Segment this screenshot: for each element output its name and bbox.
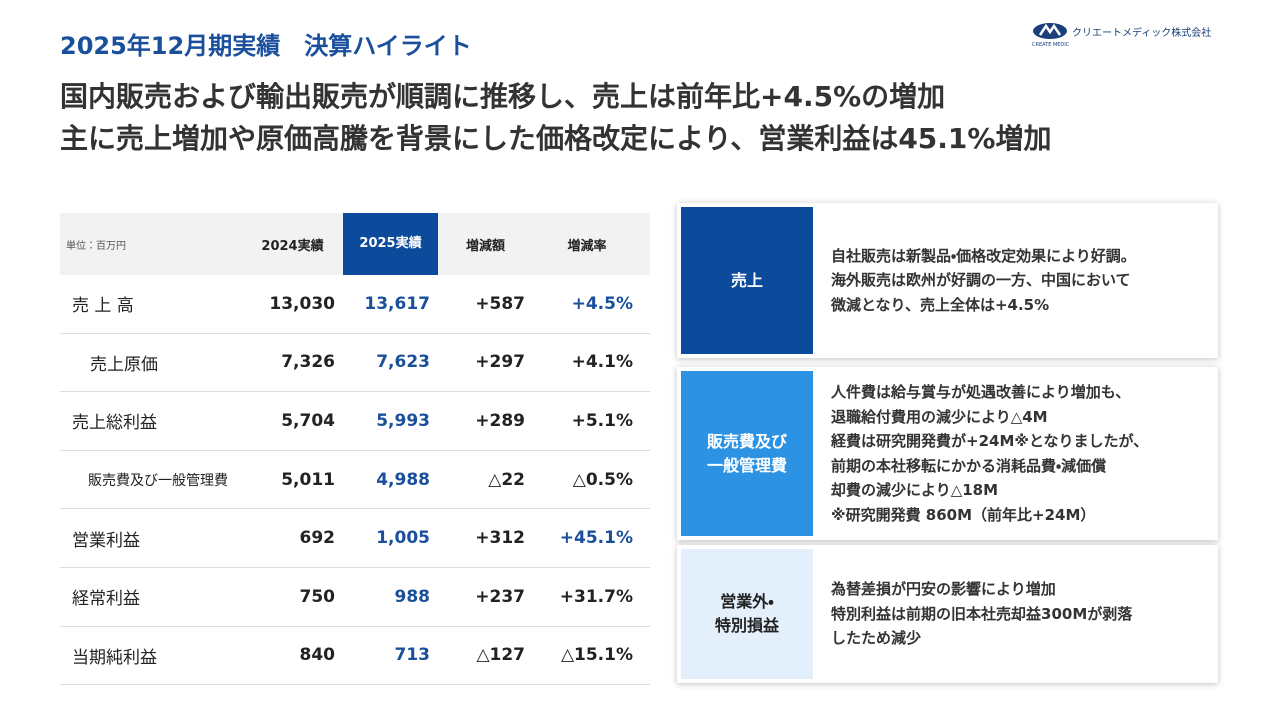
table-cell: +4.5% — [571, 293, 633, 314]
table-cell: 840 — [299, 645, 336, 666]
note-label: 売上 — [681, 207, 813, 354]
table-cell: +45.1% — [559, 528, 633, 549]
table-cell: 7,623 — [376, 352, 430, 373]
table-row: 販売費及び一般管理費 5,011 4,988 △22 △0.5% — [60, 451, 650, 510]
column-header: 2025実績 — [343, 213, 438, 275]
note-line: 退職給付費用の減少により△4M — [831, 407, 1048, 426]
table-cell: 13,030 — [269, 293, 335, 314]
table-cell: +587 — [475, 293, 525, 314]
table-cell: 営業利益 — [72, 530, 140, 551]
note-line: 為替差損が円安の影響により増加 — [831, 580, 1056, 599]
table-cell: +237 — [475, 586, 525, 607]
note-line: 人件費は給与賞与が処遇改善により増加も、 — [831, 383, 1131, 401]
table-cell: 692 — [299, 528, 336, 549]
table-cell: △127 — [476, 645, 525, 666]
table-cell: +289 — [475, 410, 525, 431]
note-text: 自社販売は新製品・価格改定効果により好調。 海外販売は欧州が好調の一方、中国におい… — [817, 244, 1136, 318]
table-row: 売上総利益 5,704 5,993 +289 +5.1% — [60, 392, 650, 451]
note-line: 特別利益は前期の旧本社売却益300Mが剥落 — [831, 604, 1133, 623]
note-label-line: 特別損益 — [714, 616, 779, 635]
table-cell: +5.1% — [571, 410, 633, 431]
note-text: 為替差損が円安の影響により増加特別利益は前期の旧本社売却益300Mが剥落 したため… — [817, 577, 1132, 651]
note-card: 売上 自社販売は新製品・価格改定効果により好調。 海外販売は欧州が好調の一方、中国に… — [677, 203, 1218, 358]
note-line: 微減となり、売上全体は+4.5% — [831, 295, 1050, 314]
table-cell: +297 — [475, 352, 525, 373]
logo-text: クリエートメディック株式会社 — [1072, 27, 1212, 39]
table-cell: 販売費及び一般管理費 — [88, 472, 228, 489]
table-cell: 当期純利益 — [72, 647, 157, 668]
table-cell: 売上原価 — [90, 354, 158, 375]
note-line: 海外販売は欧州が好調の一方、中国において — [831, 271, 1131, 290]
table-cell: 売上総利益 — [72, 413, 157, 434]
note-card: 営業外・ 特別損益 為替差損が円安の影響により増加 特別利益は前期の旧本社売却益300… — [677, 545, 1218, 683]
note-line: したため減少 — [831, 629, 922, 648]
table-cell: +4.1% — [571, 352, 633, 373]
note-card: 販売費及び 一般管理費 人件費は給与賞与が処遇改善により増加も、 退職給付費用の減少に… — [677, 367, 1218, 540]
table-cell: 売 上 高 — [72, 296, 134, 317]
note-label-line: 売上 — [730, 270, 763, 290]
note-label-line: 一般管理費 — [706, 455, 787, 475]
note-text: 人件費は給与賞与が処遇改善により増加も、 退職給付費用の減少により△4M 経費は研究… — [817, 380, 1148, 527]
table-cell: 7,326 — [281, 352, 335, 373]
table-row: 営業利益 692 1,005 +312 +45.1% — [60, 509, 650, 568]
note-label: 販売費及び一般管理費 — [681, 371, 813, 536]
table-row: 当期純利益 840 713 △127 △15.1% — [60, 627, 650, 686]
table-cell: 5,993 — [376, 410, 430, 431]
table-row: 経常利益 750 988 +237 +31.7% — [60, 568, 650, 627]
table-cell: 713 — [394, 645, 431, 666]
table-cell: 経常利益 — [72, 589, 140, 610]
table-cell: +31.7% — [559, 586, 633, 607]
column-header: 単位：百万円 — [66, 240, 126, 252]
table-header: 単位：百万円 2024実績 2025実績 増減額 増減率 — [60, 213, 650, 275]
table-cell: 13,617 — [364, 293, 430, 314]
logo-sub: CREATE MEDIC — [1032, 42, 1070, 48]
table-cell: 4,988 — [376, 469, 430, 490]
note-label: 営業外・ 特別損益 — [681, 549, 813, 679]
headline: 主に売上増加や原価高騰を背景にした価格改定により、営業利益は45.1%増加 — [60, 122, 1052, 155]
headline: 国内販売および輸出販売が順調に推移し、売上は前年比+4.5%の増加 — [60, 80, 946, 113]
note-line: 経費は研究開発費が+24M※となりましたが、 — [831, 432, 1149, 450]
logo-mark — [1033, 23, 1067, 39]
slide-title: 2025年12月期実績 決算ハイライト — [60, 32, 472, 60]
note-label-line: 販売費及び — [706, 431, 787, 451]
table-cell: 750 — [299, 586, 336, 607]
note-line: 却費の減少により△18M — [831, 481, 999, 499]
table-cell: △0.5% — [572, 469, 633, 490]
note-line: ※研究開発費 860M（前年比+24M） — [831, 505, 1096, 524]
table-cell: +312 — [475, 528, 525, 549]
note-line: 自社販売は新製品・価格改定効果により好調。 — [831, 246, 1136, 265]
results-table: 単位：百万円 2024実績 2025実績 増減額 増減率売 上 高 13,030 13,61… — [60, 213, 650, 686]
table-row: 売 上 高 13,030 13,617 +587 +4.5% — [60, 275, 650, 334]
table-cell: △22 — [488, 469, 525, 490]
table-cell: △15.1% — [560, 645, 633, 666]
table-cell: 988 — [394, 586, 431, 607]
table-cell: 5,011 — [281, 469, 335, 490]
column-header: 2024実績 — [261, 238, 324, 254]
column-header: 増減率 — [567, 238, 607, 254]
table-cell: 1,005 — [376, 528, 430, 549]
table-cell: 5,704 — [281, 410, 335, 431]
logo: クリエートメディック株式会社 CREATE MEDIC — [1032, 22, 1212, 48]
column-header: 増減額 — [465, 238, 505, 254]
note-line: 前期の本社移転にかかる消耗品費・減価償 — [831, 456, 1107, 475]
table-row: 売上原価 7,326 7,623 +297 +4.1% — [60, 334, 650, 393]
note-label-line: 営業外・ — [720, 592, 774, 611]
